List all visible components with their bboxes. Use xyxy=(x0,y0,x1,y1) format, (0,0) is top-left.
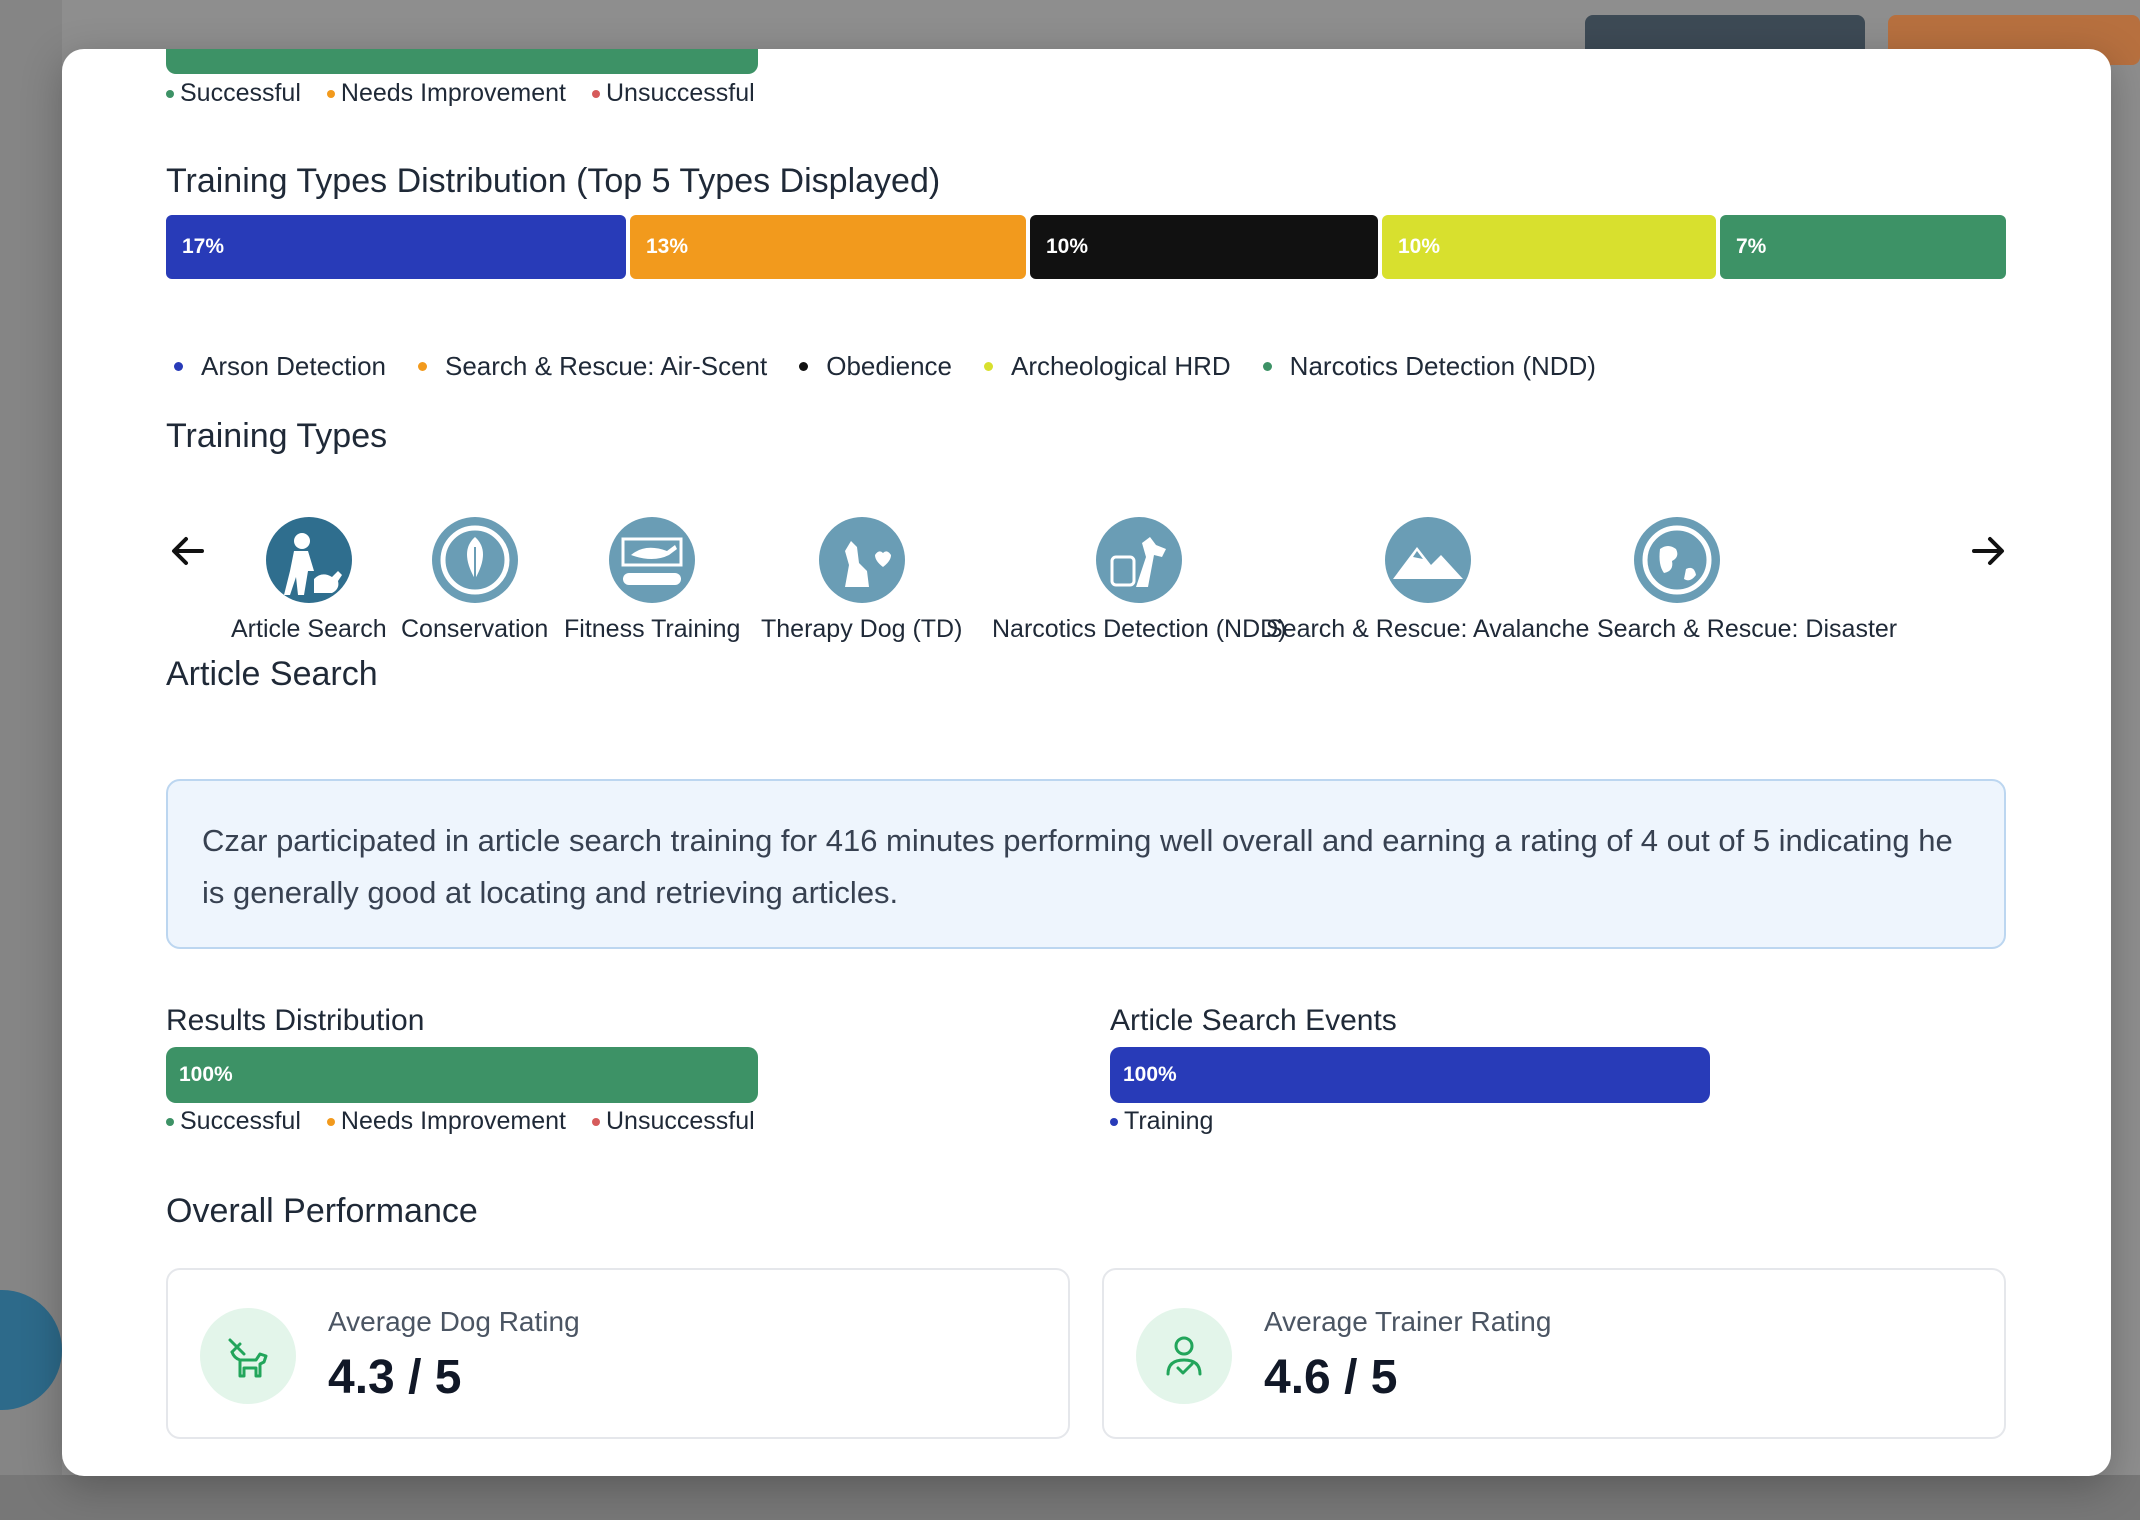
segment-search-rescue-air-scent: 13% xyxy=(630,215,1026,279)
article-search-events-legend: Training xyxy=(1110,1107,1239,1136)
top-results-legend: Successful Needs Improvement Unsuccessfu… xyxy=(166,79,781,108)
training-type-label: Narcotics Detection (NDD) xyxy=(992,615,1287,643)
training-type-avalanche[interactable]: Search & Rescue: Avalanche xyxy=(1266,517,1589,644)
training-type-label: Article Search xyxy=(231,615,387,643)
training-type-label: Therapy Dog (TD) xyxy=(761,615,963,643)
segment-obedience: 10% xyxy=(1030,215,1378,279)
training-types-distribution-legend: Arson Detection Search & Rescue: Air-Sce… xyxy=(166,351,1628,382)
legend-item-narcotics-detection: Narcotics Detection (NDD) xyxy=(1262,351,1596,382)
training-type-disaster[interactable]: Search & Rescue: Disaster xyxy=(1597,517,1897,644)
arson-detection-dot-icon xyxy=(174,362,183,371)
needs-improvement-dot-icon xyxy=(326,89,335,98)
segment-archeological-hrd: 10% xyxy=(1382,215,1716,279)
training-type-fitness-training[interactable]: Fitness Training xyxy=(564,517,740,644)
training-types-distribution-title: Training Types Distribution (Top 5 Types… xyxy=(166,162,941,200)
average-trainer-rating-card: Average Trainer Rating 4.6 / 5 xyxy=(1102,1268,2006,1439)
trainer-icon xyxy=(1136,1308,1232,1404)
successful-dot-icon xyxy=(166,89,174,98)
selected-type-description: Czar participated in article search trai… xyxy=(166,779,2006,949)
training-dot-icon xyxy=(1110,1117,1118,1126)
legend-item-obedience: Obedience xyxy=(799,351,952,382)
arrow-left-icon[interactable] xyxy=(168,531,208,571)
legend-item-successful: Successful xyxy=(166,79,301,108)
results-distribution-title: Results Distribution xyxy=(166,1004,425,1037)
legend-item-successful: Successful xyxy=(166,1107,301,1136)
training-types-distribution-bar: 17% 13% 10% 10% 7% xyxy=(166,215,2006,279)
top-results-bar-successful: 100% xyxy=(166,49,758,74)
article-search-events-title: Article Search Events xyxy=(1110,1004,1397,1037)
training-type-label: Conservation xyxy=(401,615,549,643)
legend-item-arson-detection: Arson Detection xyxy=(174,351,386,382)
carousel-viewport: Article Search Conservation xyxy=(226,517,1946,653)
air-scent-dot-icon xyxy=(417,362,427,371)
conservation-icon xyxy=(431,517,518,603)
events-bar-training: 100% xyxy=(1110,1047,1710,1103)
arrow-right-icon[interactable] xyxy=(1968,531,2008,571)
unsuccessful-dot-icon xyxy=(592,1117,600,1126)
selected-type-title: Article Search xyxy=(166,655,378,693)
obedience-dot-icon xyxy=(799,362,809,371)
article-search-events-bar: 100% xyxy=(1110,1047,1710,1103)
segment-narcotics-detection: 7% xyxy=(1720,215,2006,279)
training-type-label: Search & Rescue: Avalanche xyxy=(1266,615,1590,643)
needs-improvement-dot-icon xyxy=(326,1117,335,1126)
trainer-rating-label: Average Trainer Rating xyxy=(1264,1306,1552,1337)
avalanche-icon xyxy=(1384,517,1471,603)
trainer-rating-value: 4.6 / 5 xyxy=(1264,1351,1398,1404)
training-details-modal: 100% Successful Needs Improvement Unsucc… xyxy=(62,49,2111,1476)
training-types-carousel: Article Search Conservation xyxy=(166,517,2006,653)
dog-rating-label: Average Dog Rating xyxy=(328,1306,580,1337)
training-type-narcotics-detection[interactable]: Narcotics Detection (NDD) xyxy=(992,517,1287,644)
top-results-bar: 100% xyxy=(166,49,758,74)
results-distribution-bar: 100% xyxy=(166,1047,758,1103)
training-types-title: Training Types xyxy=(166,417,388,455)
dog-rating-value: 4.3 / 5 xyxy=(328,1351,462,1404)
average-dog-rating-card: Average Dog Rating 4.3 / 5 xyxy=(166,1268,1070,1439)
background-footer xyxy=(0,1475,2140,1520)
narcotics-detection-dot-icon xyxy=(1262,362,1272,371)
narcotics-detection-icon xyxy=(1096,517,1183,603)
archeological-hrd-dot-icon xyxy=(984,362,994,371)
dog-icon xyxy=(200,1308,296,1404)
training-type-article-search[interactable]: Article Search xyxy=(231,517,387,644)
overall-performance-title: Overall Performance xyxy=(166,1192,478,1230)
successful-dot-icon xyxy=(166,1117,174,1126)
legend-item-unsuccessful: Unsuccessful xyxy=(592,1107,755,1136)
therapy-dog-icon xyxy=(818,517,905,603)
article-search-icon xyxy=(265,517,352,603)
legend-item-training: Training xyxy=(1110,1107,1213,1136)
training-type-label: Fitness Training xyxy=(564,615,741,643)
segment-arson-detection: 17% xyxy=(166,215,626,279)
results-distribution-legend: Successful Needs Improvement Unsuccessfu… xyxy=(166,1107,781,1136)
background-sidebar xyxy=(0,0,62,1520)
unsuccessful-dot-icon xyxy=(592,89,600,98)
training-type-conservation[interactable]: Conservation xyxy=(401,517,548,644)
legend-item-air-scent: Search & Rescue: Air-Scent xyxy=(417,351,767,382)
legend-item-needs-improvement: Needs Improvement xyxy=(326,1107,566,1136)
legend-item-unsuccessful: Unsuccessful xyxy=(592,79,755,108)
fitness-training-icon xyxy=(609,517,696,603)
training-type-label: Search & Rescue: Disaster xyxy=(1597,615,1898,643)
results-bar-successful: 100% xyxy=(166,1047,758,1103)
legend-item-needs-improvement: Needs Improvement xyxy=(326,79,566,108)
disaster-icon xyxy=(1634,517,1720,603)
training-type-therapy-dog[interactable]: Therapy Dog (TD) xyxy=(761,517,962,644)
legend-item-archeological-hrd: Archeological HRD xyxy=(984,351,1231,382)
